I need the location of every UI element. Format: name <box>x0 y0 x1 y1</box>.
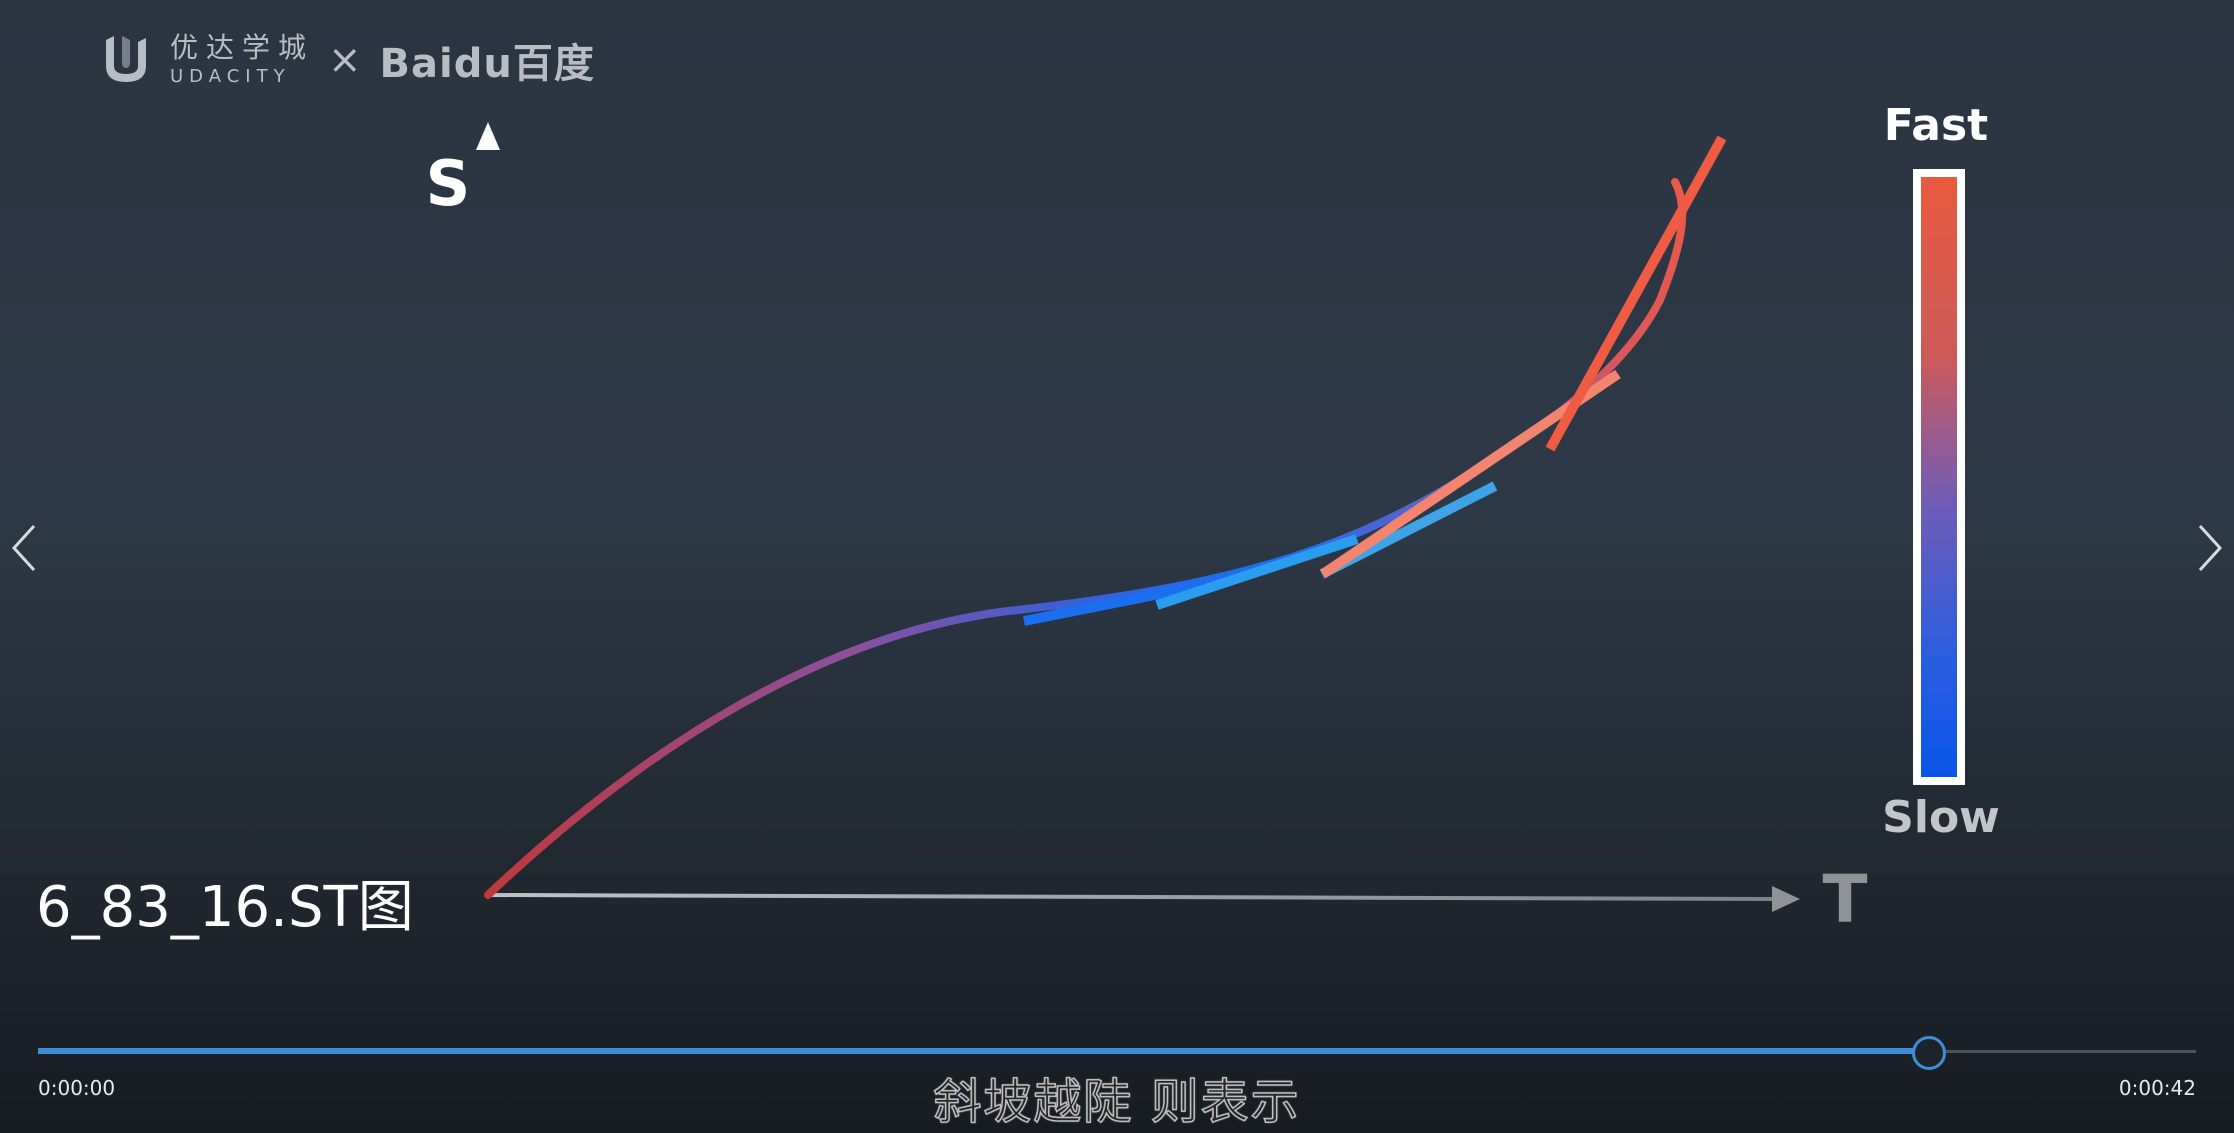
x-axis <box>487 893 1777 901</box>
tangent-line-2 <box>1155 534 1359 610</box>
chevron-left-icon <box>11 524 36 572</box>
brand-logo: 优达学城 UDACITY × Baidu百度 <box>100 20 595 100</box>
brand-separator: × <box>328 37 362 83</box>
legend-color-bar <box>1921 177 1957 777</box>
seek-bar-fill <box>38 1048 1929 1054</box>
speed-legend: Fast Slow <box>1882 100 2000 843</box>
y-axis-label: S <box>426 147 471 220</box>
udacity-english-name: UDACITY <box>170 66 291 87</box>
udacity-chinese-name: 优达学城 <box>170 31 315 64</box>
x-axis-arrowhead <box>1772 886 1800 912</box>
subtitle-caption: 斜坡越陡 则表示 <box>933 1073 1301 1131</box>
baidu-logo: Baidu百度 <box>379 41 595 87</box>
chevron-right-icon <box>2198 524 2223 572</box>
udacity-logo-icon <box>106 36 146 82</box>
seek-bar[interactable] <box>38 1036 2196 1070</box>
st-curve <box>484 178 1687 899</box>
current-time: 0:00:00 <box>38 1076 116 1100</box>
video-title: 6_83_16.ST图 <box>36 875 414 940</box>
seek-bar-handle[interactable] <box>1912 1036 1947 1070</box>
tangent-line-1 <box>1023 575 1231 626</box>
legend-fast-label: Fast <box>1884 100 1988 151</box>
tangent-line-5 <box>1545 135 1727 452</box>
x-axis-label: T <box>1822 861 1867 938</box>
next-slide-button[interactable] <box>2186 520 2230 576</box>
legend-slow-label: Slow <box>1882 792 2000 843</box>
y-axis-arrowhead <box>476 122 500 150</box>
previous-slide-button[interactable] <box>4 520 48 576</box>
total-time: 0:00:42 <box>2118 1076 2196 1100</box>
